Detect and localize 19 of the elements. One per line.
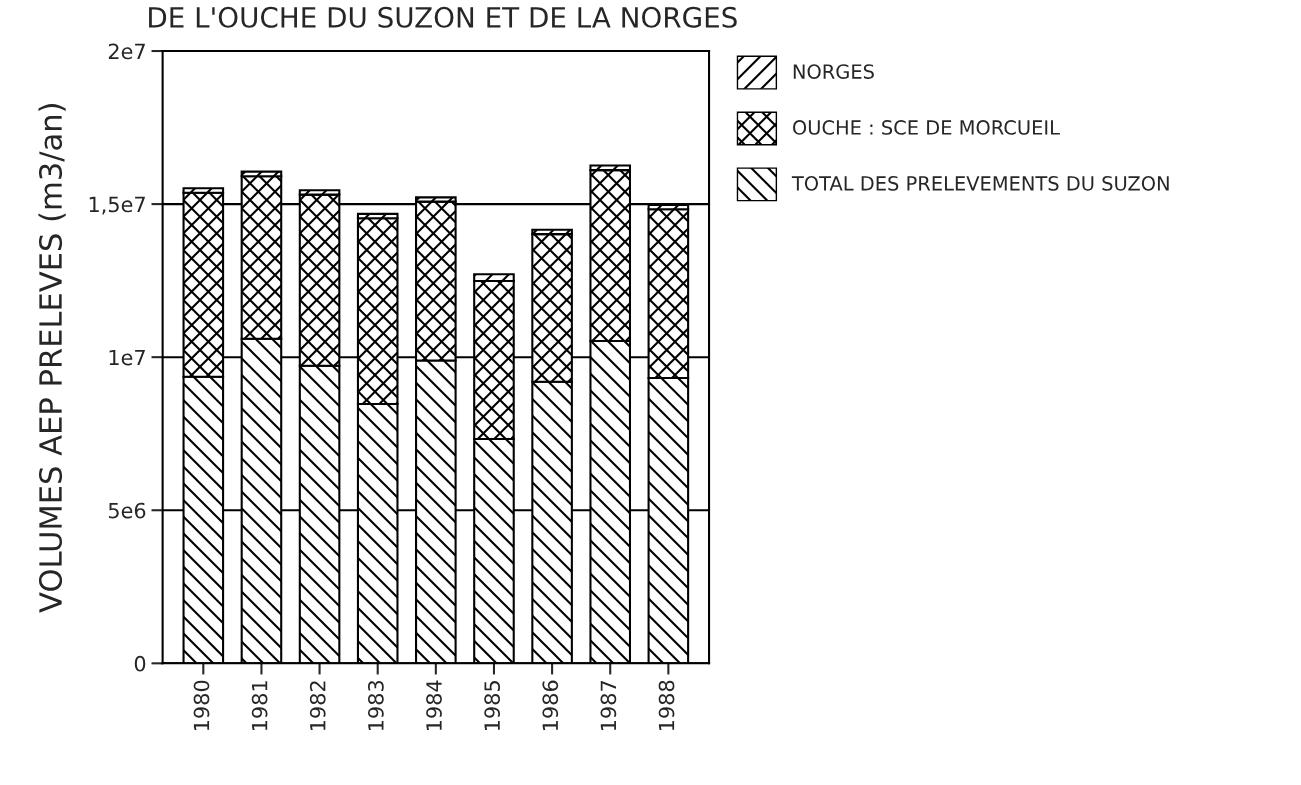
x-tick-label: 1985 (484, 681, 501, 731)
legend-label: TOTAL DES PRELEVEMENTS DU SUZON (791, 176, 1169, 191)
y-tick-label: 1e7 (109, 349, 145, 366)
y-tick-label: 5e6 (108, 502, 146, 519)
legend-label: NORGES (793, 64, 874, 79)
x-tick-label: 1980 (193, 680, 210, 731)
y-axis-title: VOLUMES AEP PRELEVES (m3/an) (38, 104, 66, 613)
x-tick-label: 1983 (367, 680, 384, 731)
x-tick-label: 1984 (426, 680, 442, 731)
y-tick-label: 1,5e7 (89, 196, 145, 215)
x-tick-label: 1988 (658, 680, 675, 731)
y-tick-label: 2e7 (108, 43, 145, 60)
x-tick-label: 1981 (251, 681, 268, 731)
x-tick-label: 1986 (542, 680, 559, 731)
x-tick-label: 1982 (309, 681, 326, 731)
chart-title: DE L'OUCHE DU SUZON ET DE LA NORGES (149, 6, 737, 28)
legend-label: OUCHE : SCE DE MORCUEIL (793, 120, 1060, 135)
y-tick-label: 0 (134, 655, 146, 672)
x-tick-label: 1987 (600, 681, 617, 731)
